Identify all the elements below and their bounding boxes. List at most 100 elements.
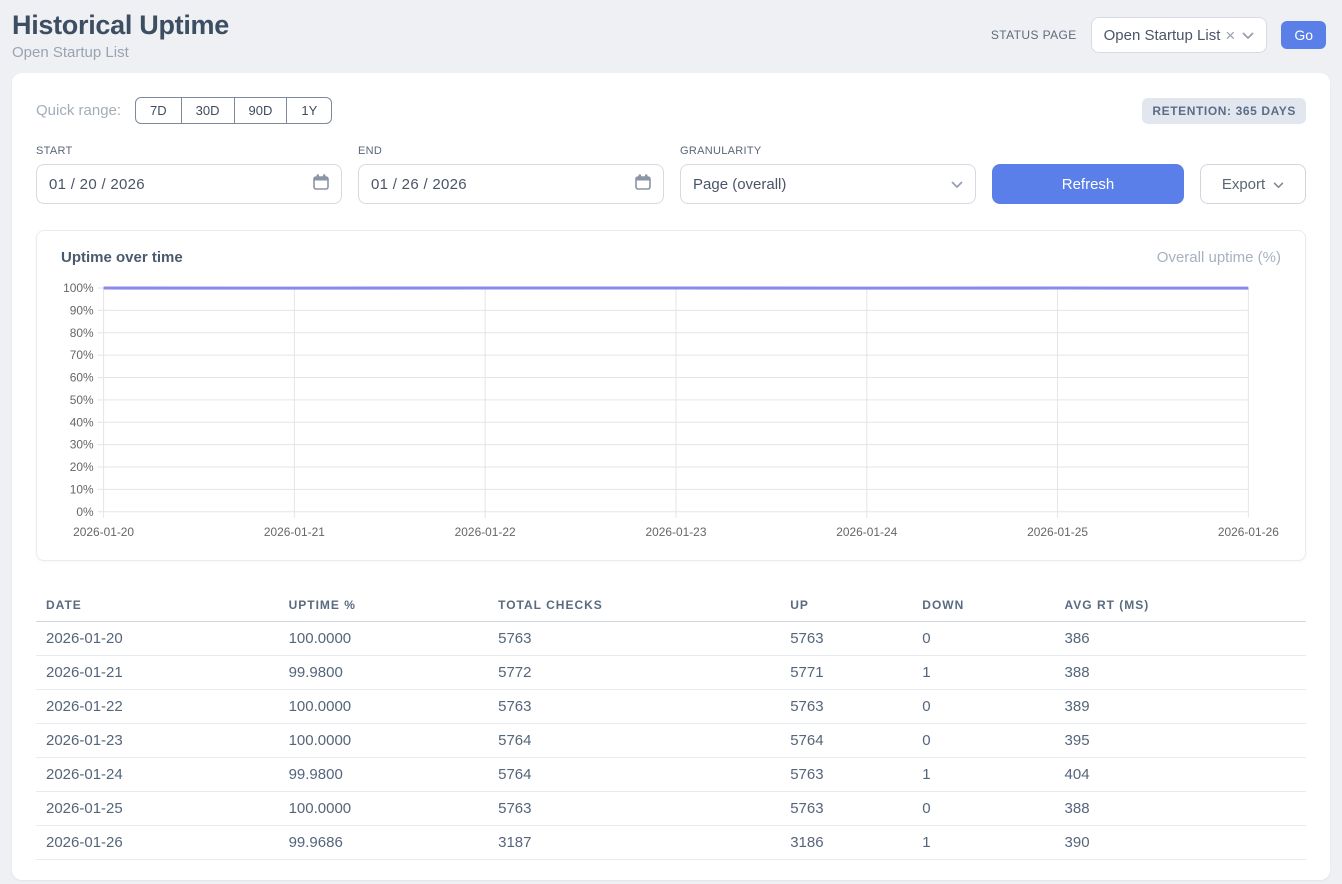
svg-text:2026-01-23: 2026-01-23 — [645, 525, 706, 539]
svg-text:40%: 40% — [70, 415, 94, 429]
table-cell: 100.0000 — [279, 690, 489, 724]
table-cell: 2026-01-24 — [36, 758, 279, 792]
quick-range-group: 7D 30D 90D 1Y — [135, 97, 332, 124]
table-cell: 5763 — [780, 758, 912, 792]
granularity-label: GRANULARITY — [680, 145, 976, 157]
table-cell: 2026-01-20 — [36, 622, 279, 656]
column-header: AVG RT (MS) — [1055, 589, 1306, 622]
quick-range-row: Quick range: 7D 30D 90D 1Y RETENTION: 36… — [36, 97, 1306, 124]
end-date-input[interactable]: 01 / 26 / 2026 — [358, 164, 664, 204]
table-cell: 100.0000 — [279, 724, 489, 758]
calendar-icon[interactable] — [635, 174, 651, 194]
start-date-field-wrap: START 01 / 20 / 2026 — [36, 145, 342, 204]
svg-text:2026-01-20: 2026-01-20 — [73, 525, 134, 539]
table-cell: 5763 — [780, 690, 912, 724]
svg-text:70%: 70% — [70, 348, 94, 362]
top-header: Historical Uptime Open Startup List STAT… — [0, 0, 1342, 73]
table-cell: 2026-01-25 — [36, 792, 279, 826]
chart-legend: Overall uptime (%) — [1157, 249, 1281, 266]
svg-text:60%: 60% — [70, 370, 94, 384]
table-row: 2026-01-22100.0000576357630389 — [36, 690, 1306, 724]
main-panel: Quick range: 7D 30D 90D 1Y RETENTION: 36… — [12, 73, 1330, 880]
status-page-controls: STATUS PAGE Open Startup List × Go — [991, 17, 1326, 53]
quick-range-1y[interactable]: 1Y — [286, 97, 332, 124]
table-cell: 3187 — [488, 826, 780, 860]
table-cell: 0 — [912, 792, 1054, 826]
column-header: UP — [780, 589, 912, 622]
chevron-down-icon — [1273, 176, 1284, 193]
table-cell: 5763 — [780, 792, 912, 826]
svg-text:2026-01-21: 2026-01-21 — [264, 525, 325, 539]
svg-text:2026-01-22: 2026-01-22 — [455, 525, 516, 539]
table-cell: 389 — [1055, 690, 1306, 724]
status-page-value: Open Startup List — [1104, 27, 1221, 44]
column-header: UPTIME % — [279, 589, 489, 622]
table-cell: 5764 — [488, 758, 780, 792]
table-cell: 395 — [1055, 724, 1306, 758]
table-cell: 1 — [912, 826, 1054, 860]
quick-range-7d[interactable]: 7D — [135, 97, 182, 124]
go-button[interactable]: Go — [1281, 21, 1326, 49]
quick-range-90d[interactable]: 90D — [234, 97, 288, 124]
export-label: Export — [1222, 176, 1265, 193]
clear-icon[interactable]: × — [1225, 27, 1235, 44]
table-cell: 2026-01-22 — [36, 690, 279, 724]
svg-text:0%: 0% — [76, 505, 94, 519]
uptime-table: DATEUPTIME %TOTAL CHECKSUPDOWNAVG RT (MS… — [36, 589, 1306, 860]
start-label: START — [36, 145, 342, 157]
table-cell: 1 — [912, 656, 1054, 690]
table-cell: 5764 — [780, 724, 912, 758]
status-page-select[interactable]: Open Startup List × — [1091, 17, 1268, 53]
export-button[interactable]: Export — [1200, 164, 1306, 204]
quick-range-label: Quick range: — [36, 102, 121, 119]
table-row: 2026-01-2499.9800576457631404 — [36, 758, 1306, 792]
chevron-down-icon — [1242, 27, 1254, 44]
table-cell: 5763 — [488, 622, 780, 656]
table-cell: 1 — [912, 758, 1054, 792]
column-header: DATE — [36, 589, 279, 622]
table-cell: 99.9686 — [279, 826, 489, 860]
table-cell: 100.0000 — [279, 622, 489, 656]
svg-text:50%: 50% — [70, 393, 94, 407]
table-cell: 5764 — [488, 724, 780, 758]
end-date-value: 01 / 26 / 2026 — [371, 176, 467, 193]
retention-badge: RETENTION: 365 DAYS — [1142, 98, 1306, 124]
end-label: END — [358, 145, 664, 157]
table-cell: 388 — [1055, 656, 1306, 690]
quick-range-30d[interactable]: 30D — [181, 97, 235, 124]
page-title: Historical Uptime — [12, 10, 229, 41]
table-cell: 3186 — [780, 826, 912, 860]
table-row: 2026-01-2699.9686318731861390 — [36, 826, 1306, 860]
table-cell: 2026-01-21 — [36, 656, 279, 690]
table-cell: 2026-01-23 — [36, 724, 279, 758]
column-header: DOWN — [912, 589, 1054, 622]
svg-text:2026-01-26: 2026-01-26 — [1218, 525, 1279, 539]
table-cell: 2026-01-26 — [36, 826, 279, 860]
granularity-value: Page (overall) — [693, 176, 786, 193]
table-cell: 5771 — [780, 656, 912, 690]
start-date-input[interactable]: 01 / 20 / 2026 — [36, 164, 342, 204]
chart-header: Uptime over time Overall uptime (%) — [37, 249, 1305, 282]
end-date-field-wrap: END 01 / 26 / 2026 — [358, 145, 664, 204]
table-cell: 0 — [912, 724, 1054, 758]
svg-text:30%: 30% — [70, 438, 94, 452]
calendar-icon[interactable] — [313, 174, 329, 194]
table-body: 2026-01-20100.00005763576303862026-01-21… — [36, 622, 1306, 860]
chart-title: Uptime over time — [61, 249, 183, 266]
svg-text:20%: 20% — [70, 460, 94, 474]
chevron-down-icon — [951, 176, 963, 193]
granularity-select[interactable]: Page (overall) — [680, 164, 976, 204]
svg-text:10%: 10% — [70, 482, 94, 496]
status-page-label: STATUS PAGE — [991, 28, 1077, 42]
table-cell: 388 — [1055, 792, 1306, 826]
uptime-chart: 0%10%20%30%40%50%60%70%80%90%100%2026-01… — [37, 282, 1305, 542]
refresh-button[interactable]: Refresh — [992, 164, 1184, 204]
table-cell: 5763 — [488, 690, 780, 724]
title-block: Historical Uptime Open Startup List — [12, 10, 229, 61]
start-date-value: 01 / 20 / 2026 — [49, 176, 145, 193]
table-cell: 5763 — [780, 622, 912, 656]
table-cell: 0 — [912, 690, 1054, 724]
svg-text:100%: 100% — [63, 282, 94, 295]
svg-text:2026-01-25: 2026-01-25 — [1027, 525, 1088, 539]
table-cell: 386 — [1055, 622, 1306, 656]
